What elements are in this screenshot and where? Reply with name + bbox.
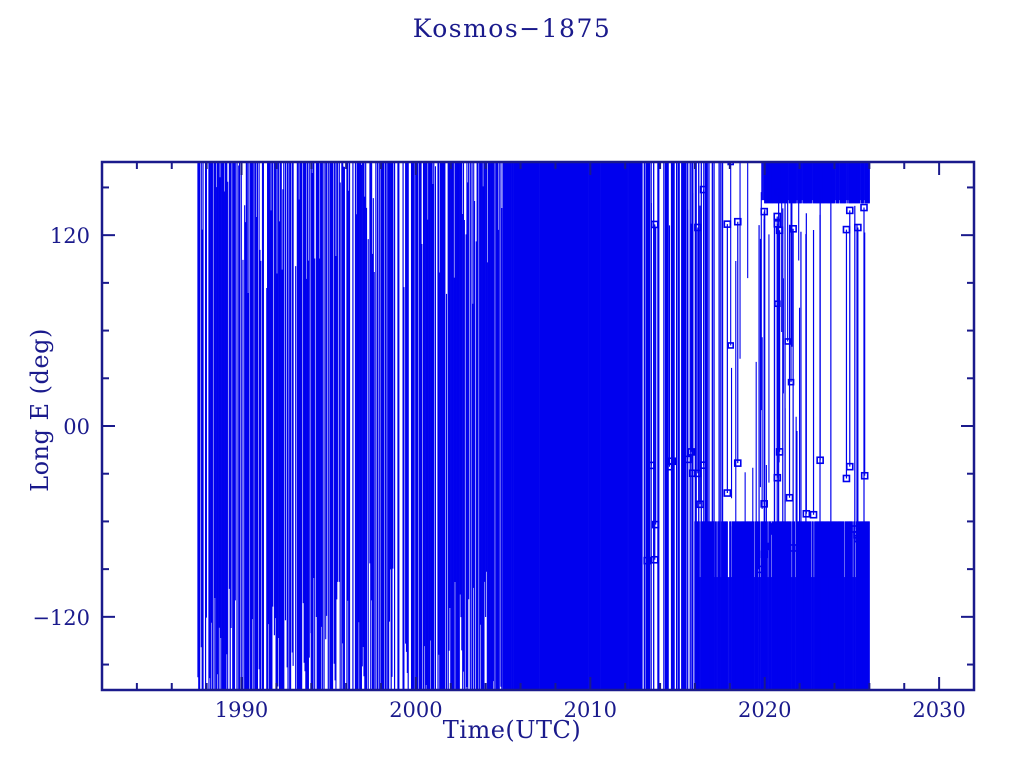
data-series-longitude [197, 162, 870, 690]
svg-text:2010: 2010 [564, 698, 617, 722]
axis-ticks [101, 162, 975, 690]
svg-text:120: 120 [50, 224, 90, 248]
svg-text:2000: 2000 [389, 698, 442, 722]
x-axis-title: Time(UTC) [442, 716, 582, 744]
axis-tick-labels: 1990 2000 2010 2020 2030 120 00 −120 [32, 224, 966, 722]
svg-text:2030: 2030 [912, 698, 965, 722]
svg-text:00: 00 [63, 415, 90, 439]
svg-text:−120: −120 [32, 606, 90, 630]
svg-text:1990: 1990 [215, 698, 268, 722]
page-title: Kosmos−1875 [412, 14, 612, 43]
svg-text:2020: 2020 [738, 698, 791, 722]
